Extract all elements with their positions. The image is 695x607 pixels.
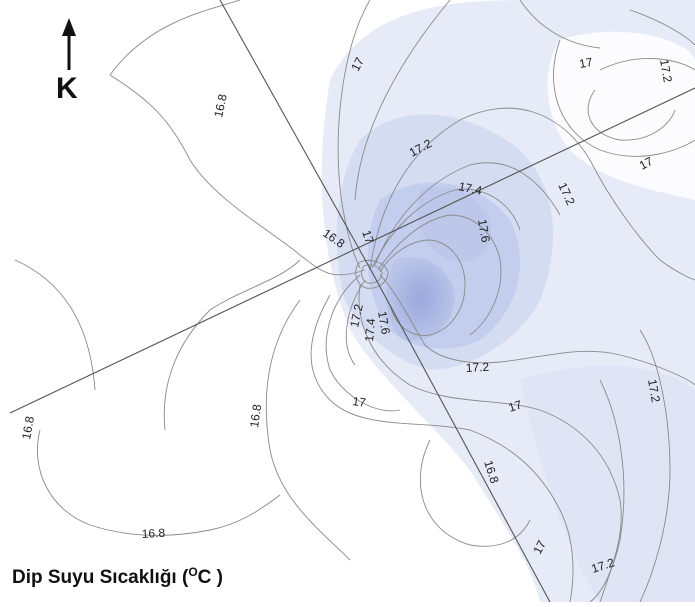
contour-label: 16.8 [481, 459, 502, 486]
contour-label: 17.2 [347, 303, 366, 329]
contour-label: 16.8 [211, 93, 230, 119]
contour-lines [14, 0, 695, 603]
contour-label: 16.8 [141, 526, 165, 541]
contour-label: 17.2 [645, 378, 663, 404]
map-title: Dip Suyu Sıcaklığı (OC ) [12, 565, 223, 588]
contour-label: 17.4 [362, 317, 378, 342]
contour-label: 17 [352, 394, 367, 410]
contour-label: 17.2 [590, 555, 617, 576]
contour-label: 17.6 [375, 310, 393, 336]
north-label: K [56, 72, 78, 105]
contour-label: 17 [348, 55, 367, 74]
contour-label: 17.4 [457, 179, 483, 198]
contour-label: 17.2 [465, 360, 489, 375]
arrow-up-icon [62, 18, 76, 36]
contour-label: 17 [578, 55, 594, 71]
contour-label: 17 [359, 228, 377, 246]
north-arrow: K [56, 18, 78, 105]
shaded-regions [321, 0, 695, 602]
contour-label: 17 [507, 397, 524, 415]
contour-label: 17.2 [657, 58, 675, 84]
contour-label: 17 [530, 538, 549, 557]
contour-label: 16.8 [247, 403, 264, 428]
contour-label: 17 [637, 154, 656, 173]
contour-label: 16.8 [19, 415, 37, 441]
section-lines [9, 0, 695, 603]
contour-label: 17.6 [475, 218, 493, 244]
